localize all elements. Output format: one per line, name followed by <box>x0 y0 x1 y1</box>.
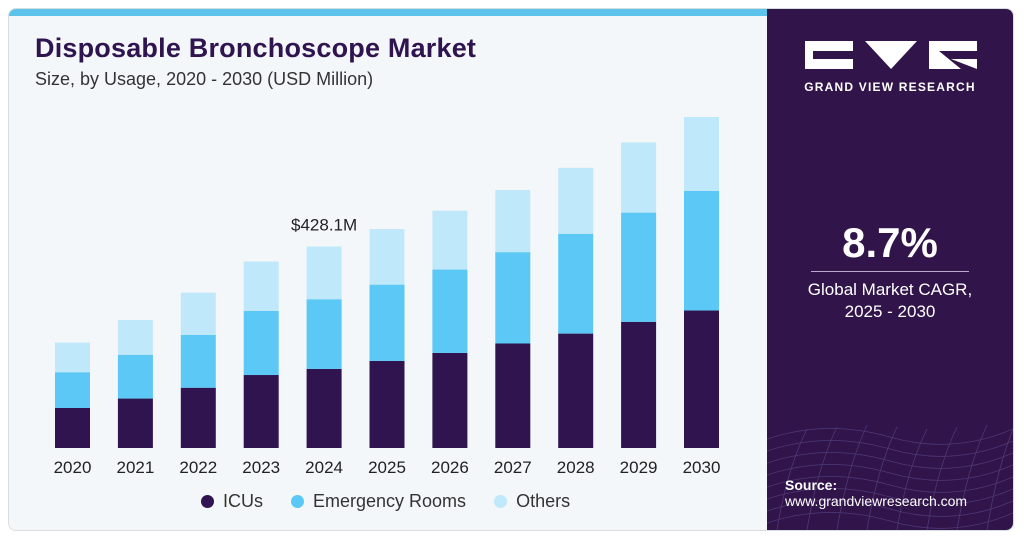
bar-others-2030 <box>684 117 719 191</box>
x-tick-label-2020: 2020 <box>54 458 92 477</box>
x-tick-label-2027: 2027 <box>494 458 532 477</box>
x-tick-label-2021: 2021 <box>116 458 154 477</box>
bar-emergency-rooms-2026 <box>432 269 468 353</box>
source-credit: Source: www.grandviewresearch.com <box>785 477 967 509</box>
bar-icus-2025 <box>369 360 405 448</box>
bar-emergency-rooms-2023 <box>243 310 279 376</box>
bar-emergency-rooms-2021 <box>117 354 153 399</box>
bar-emergency-rooms-2022 <box>180 335 216 388</box>
cagr-divider <box>811 271 969 272</box>
cagr-label-line1: Global Market CAGR, <box>807 280 973 299</box>
x-tick-label-2024: 2024 <box>305 458 343 477</box>
stacked-bar-chart: 2020 2021 2022 2023 2024 $428.1M 2025 2026 2027 2… <box>54 117 721 477</box>
bar-icus-2023 <box>243 375 279 448</box>
x-tick-label-2022: 2022 <box>179 458 217 477</box>
bar-others-2028 <box>558 167 594 234</box>
side-panel: GRAND VIEW RESEARCH 8.7% Global Market C… <box>767 9 1013 530</box>
cagr-value: 8.7% <box>842 219 938 266</box>
bar-icus-2030 <box>684 310 719 448</box>
bar-icus-2027 <box>495 343 531 448</box>
x-tick-label-2030: 2030 <box>683 458 721 477</box>
bar-icus-2029 <box>621 321 657 448</box>
bar-icus-2020 <box>55 407 90 448</box>
x-tick-label-2023: 2023 <box>242 458 280 477</box>
bar-emergency-rooms-2030 <box>684 190 719 311</box>
decorative-wave-grid <box>767 424 1013 530</box>
bar-others-2025 <box>369 229 405 285</box>
bar-others-2026 <box>432 210 468 270</box>
legend-swatch-emergency-rooms <box>291 494 304 508</box>
legend-item-emergency-rooms: Emergency Rooms <box>291 491 466 512</box>
bar-emergency-rooms-2025 <box>369 284 405 361</box>
bar-others-2022 <box>180 292 216 335</box>
bar-icus-2024 <box>306 368 342 448</box>
top-accent-bar <box>9 9 767 16</box>
legend-label-others: Others <box>516 490 571 511</box>
legend-swatch-others <box>494 494 508 508</box>
infographic-card: Disposable Bronchoscope Market Size, by … <box>8 8 1014 531</box>
x-tick-label-2029: 2029 <box>620 458 658 477</box>
data-label-2024: $428.1M <box>291 215 357 234</box>
bar-others-2020 <box>55 342 90 373</box>
bar-others-2024 <box>306 246 342 300</box>
bar-others-2021 <box>117 319 153 355</box>
bar-icus-2026 <box>432 352 468 448</box>
bar-icus-2022 <box>180 387 216 448</box>
legend-item-icus: ICUs <box>201 491 263 512</box>
bar-emergency-rooms-2028 <box>558 233 594 334</box>
chart-title: Disposable Bronchoscope Market <box>35 33 477 63</box>
x-tick-label-2025: 2025 <box>368 458 406 477</box>
bar-emergency-rooms-2020 <box>55 372 90 408</box>
legend-item-others: Others <box>494 491 570 512</box>
cagr-label: Global Market CAGR, 2025 - 2030 <box>767 279 1013 323</box>
bar-emergency-rooms-2027 <box>495 252 531 344</box>
bar-others-2023 <box>243 261 279 311</box>
bar-others-2029 <box>621 142 657 213</box>
bar-icus-2021 <box>117 398 153 448</box>
source-url[interactable]: www.grandviewresearch.com <box>785 493 968 509</box>
legend-swatch-icus <box>201 494 214 508</box>
bar-others-2027 <box>495 189 531 253</box>
x-tick-label-2026: 2026 <box>431 458 469 477</box>
legend-label-icus: ICUs <box>223 490 263 511</box>
x-tick-label-2028: 2028 <box>557 458 595 477</box>
source-label: Source: <box>785 477 838 493</box>
bar-icus-2028 <box>558 333 594 448</box>
legend-label-emergency-rooms: Emergency Rooms <box>313 490 467 511</box>
chart-subtitle: Size, by Usage, 2020 - 2030 (USD Million… <box>35 69 374 89</box>
bar-emergency-rooms-2024 <box>306 299 342 369</box>
chart-legend: ICUs Emergency Rooms Others <box>201 489 598 513</box>
grand-view-research-logo <box>805 41 977 69</box>
bar-emergency-rooms-2029 <box>621 212 657 322</box>
brand-name: GRAND VIEW RESEARCH <box>804 80 976 94</box>
cagr-label-line2: 2025 - 2030 <box>844 302 936 321</box>
